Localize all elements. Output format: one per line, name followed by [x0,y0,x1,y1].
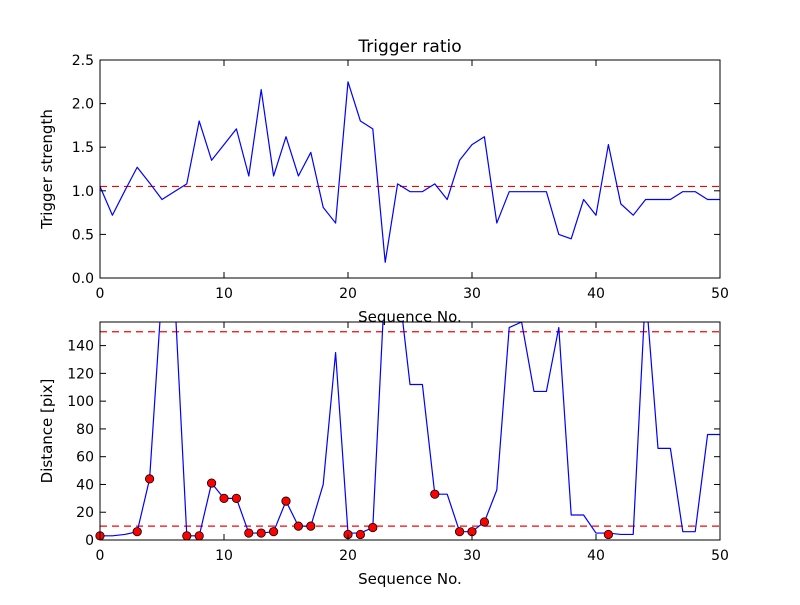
distance-data-point [145,474,155,484]
distance-x-tick-label: 40 [587,548,605,564]
distance-x-tick-label: 10 [215,548,233,564]
distance-y-tick-label: 0 [85,533,94,549]
distance-series-line [100,322,720,537]
trigger-y-tick-label: 0.5 [72,227,94,243]
distance-x-tick-label: 50 [711,548,729,564]
trigger-plot-area [100,81,720,263]
trigger-axes-frame [99,59,721,279]
distance-data-point [479,517,489,527]
trigger-chart-title: Trigger ratio [357,37,461,57]
distance-data-point [281,496,291,506]
trigger-ratio-chart: 0 10 20 30 40 50 0.0 0.5 1.0 1.5 2.0 2.5 Trigger rat… [38,37,729,326]
trigger-x-tick-label: 20 [339,286,357,302]
trigger-y-tick-label: 2.0 [72,97,94,113]
trigger-x-tick-label: 10 [215,286,233,302]
distance-data-point [368,522,378,533]
trigger-y-tick-label: 0.0 [72,271,94,287]
trigger-x-axis-label: Sequence No. [358,308,462,326]
distance-y-tick-label: 120 [67,366,94,382]
distance-data-point [182,531,192,541]
trigger-x-tick-label: 50 [711,286,729,302]
trigger-y-axis-label: Trigger strength [38,109,56,230]
distance-plot-area [100,322,720,537]
distance-data-point [231,493,241,503]
distance-y-axis-label: Distance [pix] [38,379,56,484]
distance-data-point [603,529,614,540]
trigger-y-tick-label: 1.0 [72,184,94,200]
distance-data-point [244,528,254,538]
distance-data-point [219,493,229,503]
distance-y-tick-label: 100 [67,394,94,410]
distance-axes-frame [99,321,721,541]
distance-chart: 0 10 20 30 40 50 0 20 40 60 80 100 120 140 Sequence No… [38,321,729,588]
distance-data-point [268,527,279,537]
distance-data-point [454,527,465,537]
distance-data-point [306,521,316,531]
distance-x-tick-label: 0 [96,548,105,564]
distance-data-point [132,527,142,537]
distance-x-tick-label: 30 [463,548,481,564]
distance-x-axis-label: Sequence No. [358,570,462,588]
distance-y-tick-label: 140 [67,339,94,355]
distance-data-point [430,489,440,499]
distance-y-tick-label: 80 [76,422,94,438]
distance-y-tick-label: 20 [76,505,94,521]
trigger-series-line [100,81,720,263]
trigger-x-tick-label: 40 [587,286,605,302]
trigger-y-tick-label: 1.5 [72,140,94,156]
distance-data-point [194,531,204,541]
trigger-x-tick-label: 0 [96,286,105,302]
trigger-y-tick-label: 2.5 [72,53,94,69]
distance-y-tick-label: 40 [76,477,94,493]
distance-x-tick-label: 20 [339,548,357,564]
distance-data-point [207,478,217,488]
trigger-x-tick-label: 30 [463,286,481,302]
distance-y-tick-label: 60 [76,450,94,466]
distance-data-point [355,529,365,540]
distance-data-point [293,521,303,531]
distance-data-point [256,528,266,538]
